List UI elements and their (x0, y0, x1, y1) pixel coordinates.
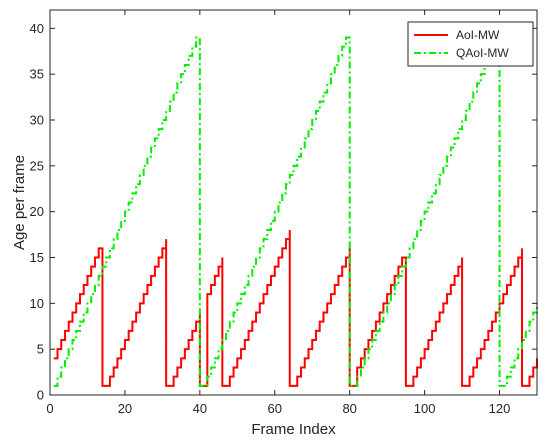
x-tick-label: 100 (414, 401, 436, 416)
y-tick-label: 5 (37, 342, 44, 357)
legend-label-0: AoI-MW (456, 28, 500, 42)
y-tick-label: 10 (30, 296, 44, 311)
x-tick-label: 40 (193, 401, 207, 416)
y-tick-label: 20 (30, 204, 44, 219)
plot-frame (49, 9, 538, 396)
x-axis-label: Frame Index (251, 421, 336, 438)
y-tick-label: 0 (37, 388, 44, 403)
series-layer (53, 36, 538, 387)
x-tick-label: 0 (46, 401, 53, 416)
legend-box (407, 21, 534, 67)
series-line-1 (53, 36, 538, 387)
x-tick-label: 120 (489, 401, 511, 416)
y-tick-label: 30 (30, 113, 44, 128)
ticks-layer: 0 20 40 60 80 100 120 0 5 10 15 20 25 30 35 40 (30, 10, 537, 416)
series-line-0 (53, 230, 538, 387)
x-tick-label: 60 (268, 401, 282, 416)
legend-label-1: QAoI-MW (456, 46, 509, 60)
legend: AoI-MW QAoI-MW (407, 21, 534, 67)
plot-area (50, 10, 537, 395)
y-tick-label: 15 (30, 250, 44, 265)
y-tick-label: 25 (30, 158, 44, 173)
x-tick-label: 20 (118, 401, 132, 416)
x-tick-label: 80 (342, 401, 356, 416)
y-tick-label: 35 (30, 67, 44, 82)
y-tick-label: 40 (30, 21, 44, 36)
y-axis-label: Age per frame (11, 155, 28, 250)
